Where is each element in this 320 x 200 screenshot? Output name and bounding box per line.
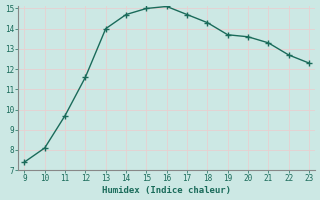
X-axis label: Humidex (Indice chaleur): Humidex (Indice chaleur) (102, 186, 231, 195)
